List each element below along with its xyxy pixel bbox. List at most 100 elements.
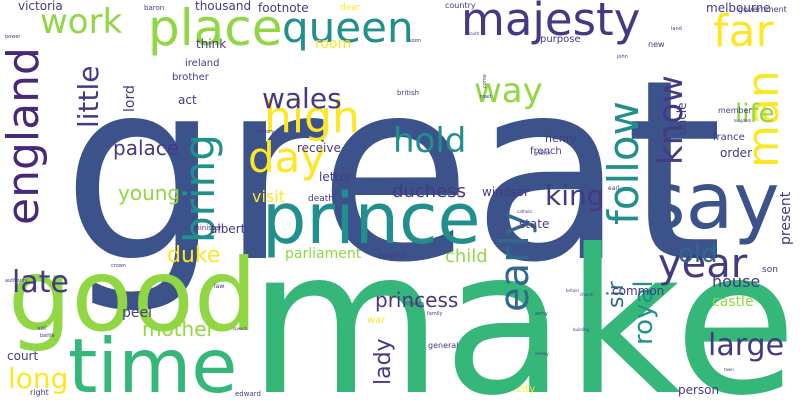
word-war: war	[367, 315, 386, 326]
word-duke: duke	[167, 243, 220, 268]
word-crown: crown	[111, 263, 126, 269]
word-speech: speech	[233, 326, 248, 331]
word-palace: palace	[113, 136, 179, 160]
word-know: know	[651, 75, 691, 165]
word-uncle: uncle	[675, 102, 689, 135]
word-building: building	[573, 327, 589, 332]
word-majesty: majesty	[461, 0, 640, 46]
word-life: life	[735, 99, 775, 129]
word-city: city	[517, 384, 535, 395]
word-room: room	[315, 36, 351, 52]
word-british: british	[397, 89, 419, 97]
word-army: army	[535, 311, 548, 317]
word-catholic: catholic	[517, 209, 533, 214]
word-power: power	[5, 34, 21, 40]
word-edward: edward	[235, 390, 261, 398]
word-sir: sir	[604, 280, 629, 308]
word-right: right	[30, 388, 49, 397]
word-castle: castle	[712, 294, 754, 310]
word-child: child	[445, 246, 488, 267]
word-law: law	[214, 283, 224, 290]
word-lord: lord	[122, 85, 138, 112]
word-high: high	[264, 92, 360, 143]
word-great: great	[62, 26, 723, 317]
word-present: present	[778, 191, 794, 245]
word-say: say	[645, 157, 780, 247]
word-good: good	[8, 237, 257, 354]
word-year: year	[658, 241, 748, 287]
word-albert: albert	[210, 222, 246, 236]
word-man: man	[738, 70, 789, 168]
word-royal: royal	[629, 280, 659, 345]
word-order: order	[720, 146, 752, 160]
word-dear: dear	[340, 3, 361, 13]
word-queen: queen	[282, 3, 414, 52]
word-duchess: duchess	[392, 181, 466, 202]
word-make: make	[248, 207, 797, 400]
word-victoria: victoria	[18, 0, 63, 13]
word-death: death	[308, 194, 334, 204]
word-think: think	[196, 37, 226, 51]
word-family: family	[427, 311, 442, 317]
word-hold: hold	[393, 121, 466, 161]
word-day: day	[248, 133, 325, 182]
word-prince: prince	[262, 178, 481, 260]
word-person: person	[678, 383, 719, 397]
word-ireland: ireland	[185, 58, 219, 69]
word-bring: bring	[175, 134, 224, 243]
word-minister: minister	[193, 224, 222, 232]
word-brother: brother	[172, 72, 210, 83]
word-enemy: enemy	[535, 351, 549, 356]
word-large: large	[708, 328, 784, 363]
word-son: son	[762, 265, 778, 275]
word-griffith: griffith	[534, 151, 551, 157]
word-little: little	[72, 65, 105, 128]
word-windsor: windsor	[482, 185, 529, 199]
word-vol: vol	[37, 325, 46, 332]
word-come: come	[482, 74, 488, 88]
word-general: general	[428, 341, 458, 350]
word-baron: baron	[144, 4, 164, 12]
word-letter: letter	[319, 170, 352, 184]
word-footnote: footnote	[258, 1, 309, 15]
word-visit: visit	[252, 187, 285, 206]
word-lady: lady	[371, 338, 396, 385]
word-kingdom: kingdom	[734, 118, 751, 123]
word-town: town	[724, 367, 734, 372]
word-place: place	[148, 0, 283, 57]
word-mother: mother	[142, 317, 216, 341]
word-receive: receive	[297, 141, 341, 155]
word-john: john	[616, 54, 628, 60]
word-state: state	[519, 217, 549, 231]
word-new: new	[648, 40, 665, 49]
word-court: court	[7, 349, 38, 363]
word-late: late	[12, 265, 69, 300]
word-member: member	[718, 106, 753, 115]
word-britain: britain	[566, 288, 579, 293]
word-peel: peel	[122, 305, 152, 321]
word-road: road	[480, 94, 491, 100]
word-soon: soon	[409, 38, 421, 44]
word-france: france	[713, 132, 745, 143]
word-charles: charles	[406, 301, 425, 307]
word-young: young	[118, 181, 180, 205]
word-purpose: purpose	[540, 34, 581, 45]
word-old: old	[678, 239, 718, 269]
word-way: way	[474, 71, 543, 111]
word-early: early	[492, 212, 538, 312]
word-follow: follow	[599, 101, 648, 225]
word-melbourne: melbourne	[706, 1, 771, 15]
word-henry: henry	[545, 132, 577, 145]
word-country: country	[445, 1, 476, 10]
word-land: land	[671, 26, 682, 32]
word-house: house	[712, 272, 760, 291]
word-thousand: thousand	[195, 0, 251, 13]
word-church: church	[580, 292, 594, 297]
word-king: king	[545, 179, 605, 212]
word-wales: wales	[262, 82, 342, 115]
word-south: south	[468, 31, 480, 36]
word-history: history	[257, 129, 274, 135]
word-government: government	[738, 5, 787, 14]
